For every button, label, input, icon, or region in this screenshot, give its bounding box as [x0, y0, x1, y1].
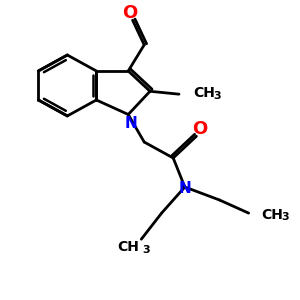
Text: 3: 3	[142, 245, 149, 255]
Text: O: O	[122, 4, 137, 22]
Text: 3: 3	[281, 212, 289, 223]
Text: CH: CH	[117, 240, 139, 254]
Text: N: N	[178, 181, 191, 196]
Text: O: O	[192, 120, 207, 138]
Text: CH: CH	[262, 208, 284, 222]
Text: N: N	[125, 116, 137, 131]
Text: 3: 3	[213, 92, 221, 101]
Text: CH: CH	[194, 86, 215, 100]
